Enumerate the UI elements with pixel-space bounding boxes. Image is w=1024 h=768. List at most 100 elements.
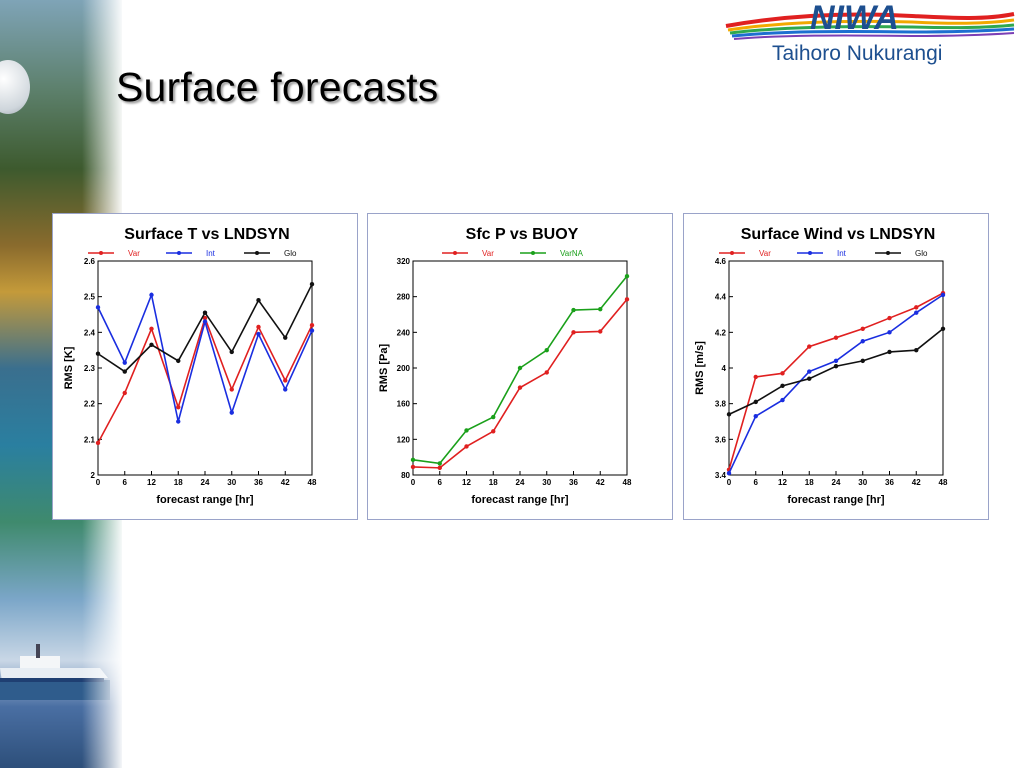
x-tick-label: 0 [727, 478, 732, 487]
data-point-var [176, 405, 181, 410]
x-tick-label: 18 [805, 478, 814, 487]
y-tick-label: 3.4 [715, 471, 727, 480]
x-tick-label: 42 [596, 478, 605, 487]
y-tick-label: 2 [91, 471, 96, 480]
data-point-var [624, 297, 630, 302]
legend-label-int: Int [206, 249, 216, 258]
data-point-glo [780, 383, 785, 389]
y-tick-label: 200 [397, 364, 411, 373]
niwa-logo: NIWA [725, 0, 1015, 40]
data-point-int [726, 471, 732, 476]
data-point-var [149, 326, 154, 331]
y-tick-label: 3.6 [715, 435, 727, 444]
chart-panel-sfc-p: Sfc P vs BUOY Var VarNA 80 120 160 200 240 280 32… [367, 213, 673, 520]
chart-panel-surface-wind: Surface Wind vs LNDSYN Var Int Glo 3.4 3.6 3.8… [683, 213, 989, 520]
data-point-glo [283, 335, 288, 340]
data-point-var [544, 370, 549, 375]
data-point-int [256, 331, 261, 337]
data-point-int [860, 339, 865, 344]
y-tick-label: 2.6 [84, 257, 96, 266]
x-tick-label: 30 [542, 478, 551, 487]
data-point-var [517, 385, 523, 390]
data-point-varna [410, 457, 416, 463]
legend-marker-glo [255, 251, 259, 255]
x-tick-label: 12 [462, 478, 471, 487]
data-point-int [780, 397, 785, 403]
data-point-var [283, 378, 288, 383]
x-tick-label: 12 [147, 478, 156, 487]
y-axis-label: RMS [Pa] [378, 344, 390, 393]
y-tick-label: 4.6 [715, 257, 727, 266]
y-axis-label: RMS [K] [63, 346, 75, 389]
data-point-var [860, 326, 865, 331]
y-tick-label: 160 [397, 400, 411, 409]
series-line-var [412, 298, 628, 469]
data-point-int [229, 410, 234, 415]
data-point-glo [807, 376, 812, 381]
y-tick-label: 320 [397, 257, 411, 266]
data-point-int [807, 369, 812, 374]
y-tick-label: 280 [397, 293, 411, 302]
data-point-int [95, 305, 101, 310]
data-point-int [176, 419, 181, 424]
y-tick-label: 240 [397, 328, 411, 337]
data-point-int [149, 292, 154, 298]
data-point-int [202, 319, 208, 324]
data-point-int [309, 328, 315, 333]
legend-label-int: Int [837, 249, 847, 258]
x-tick-label: 0 [96, 478, 101, 487]
data-point-glo [940, 326, 946, 331]
data-point-glo [753, 399, 758, 405]
x-tick-label: 36 [569, 478, 578, 487]
data-point-varna [517, 365, 523, 371]
data-point-varna [544, 347, 549, 353]
data-point-var [309, 323, 315, 328]
x-tick-label: 6 [438, 478, 443, 487]
data-point-var [95, 440, 101, 446]
data-point-var [410, 464, 416, 470]
legend-marker-glo [886, 251, 890, 255]
chart-surface-t: Surface T vs LNDSYN Var Int Glo 2 2.1 2.2 2.3 2.… [63, 226, 317, 506]
data-point-glo [914, 347, 919, 353]
legend-label-glo: Glo [915, 249, 928, 258]
data-point-var [256, 324, 261, 330]
x-axis-label: forecast range [hr] [787, 494, 885, 506]
legend-marker-varna [531, 251, 535, 255]
chart-panel-surface-t: Surface T vs LNDSYN Var Int Glo 2 2.1 2.2 2.3 2.… [52, 213, 358, 520]
weather-balloon-image [0, 60, 30, 114]
legend-label-var: Var [759, 249, 771, 258]
data-point-var [229, 387, 234, 392]
legend-marker-var [453, 251, 457, 255]
y-tick-label: 4.2 [715, 328, 727, 337]
x-axis-label: forecast range [hr] [471, 494, 569, 506]
data-point-varna [437, 461, 442, 466]
data-point-var [833, 335, 839, 340]
x-tick-label: 18 [174, 478, 183, 487]
data-point-var [914, 305, 919, 310]
chart-title: Surface Wind vs LNDSYN [741, 226, 936, 243]
x-tick-label: 36 [254, 478, 263, 487]
series-line-var [728, 292, 944, 470]
y-tick-label: 3.8 [715, 400, 727, 409]
data-point-glo [176, 358, 181, 364]
x-tick-label: 24 [516, 478, 525, 487]
data-point-var [202, 315, 208, 321]
data-point-glo [149, 342, 154, 348]
data-point-glo [860, 358, 865, 364]
data-point-var [437, 465, 442, 471]
data-point-var [571, 330, 576, 335]
data-point-glo [726, 412, 732, 417]
y-tick-label: 2.1 [84, 435, 96, 444]
data-point-varna [598, 306, 603, 312]
legend-label-var: Var [128, 249, 140, 258]
y-axis-label: RMS [m/s] [694, 341, 706, 395]
y-tick-label: 2.5 [84, 293, 96, 302]
data-point-var [122, 390, 127, 396]
data-point-var [807, 344, 812, 349]
data-point-int [283, 387, 288, 392]
legend-marker-var [99, 251, 103, 255]
x-tick-label: 12 [778, 478, 787, 487]
data-point-var [753, 374, 758, 380]
series-line-glo [728, 328, 944, 416]
x-tick-label: 42 [281, 478, 290, 487]
